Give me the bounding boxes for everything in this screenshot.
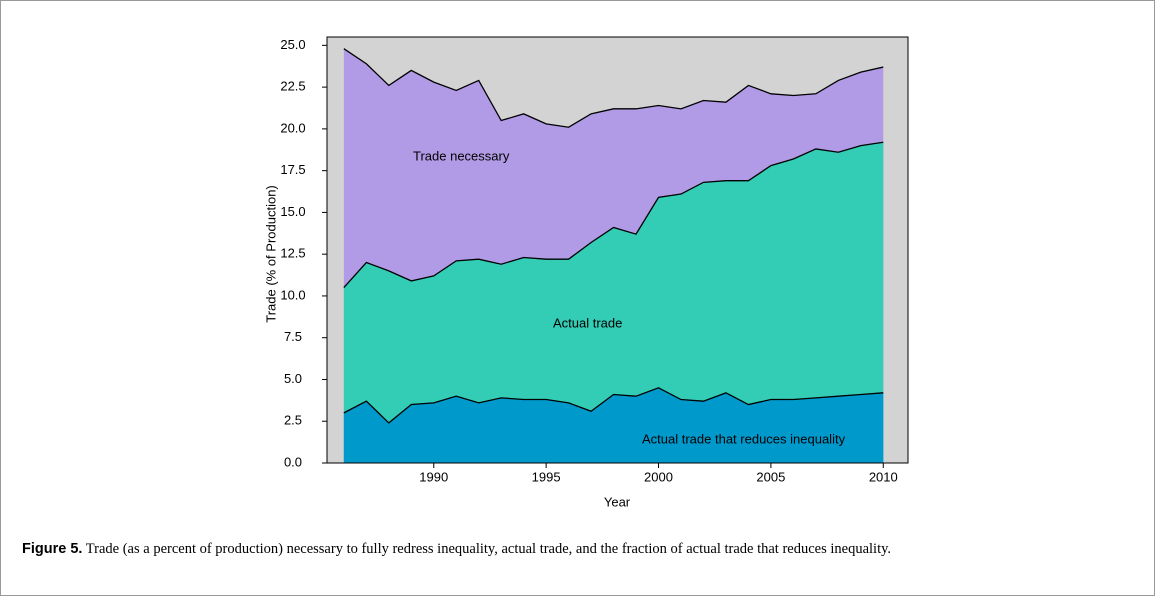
y-tick-label: 20.0 bbox=[280, 120, 305, 135]
area-label: Actual trade bbox=[553, 315, 622, 330]
y-tick-label: 12.5 bbox=[280, 246, 305, 261]
area bbox=[343, 142, 884, 463]
area bbox=[343, 387, 884, 463]
x-tick-label: 2005 bbox=[756, 469, 785, 484]
caption-label: Figure 5. bbox=[22, 541, 83, 557]
y-tick-label: 2.5 bbox=[284, 413, 302, 428]
caption-text: Trade (as a percent of production) neces… bbox=[82, 541, 892, 557]
y-tick-label: 25.0 bbox=[280, 37, 305, 52]
area-label: Actual trade that reduces inequality bbox=[642, 431, 846, 446]
x-tick-label: 1990 bbox=[419, 469, 448, 484]
area-label: Trade necessary bbox=[413, 148, 510, 163]
area-line bbox=[343, 48, 884, 128]
y-tick-label: 5.0 bbox=[284, 371, 302, 386]
x-axis-label: Year bbox=[604, 494, 631, 509]
y-tick-label: 15.0 bbox=[280, 204, 305, 219]
y-tick-label: 7.5 bbox=[284, 329, 302, 344]
x-tick-label: 2000 bbox=[644, 469, 673, 484]
plot-frame bbox=[326, 36, 909, 464]
caption: Figure 5. Trade (as a percent of product… bbox=[22, 540, 1122, 559]
y-tick-label: 0.0 bbox=[284, 454, 302, 469]
x-tick-label: 2010 bbox=[869, 469, 898, 484]
y-tick-label: 22.5 bbox=[280, 79, 305, 94]
x-tick-label: 1995 bbox=[532, 469, 561, 484]
area-line bbox=[343, 141, 884, 289]
y-tick-label: 10.0 bbox=[280, 287, 305, 302]
y-tick-label: 17.5 bbox=[280, 162, 305, 177]
area-line bbox=[343, 387, 884, 424]
y-axis-label: Trade (% of Production) bbox=[263, 185, 278, 323]
